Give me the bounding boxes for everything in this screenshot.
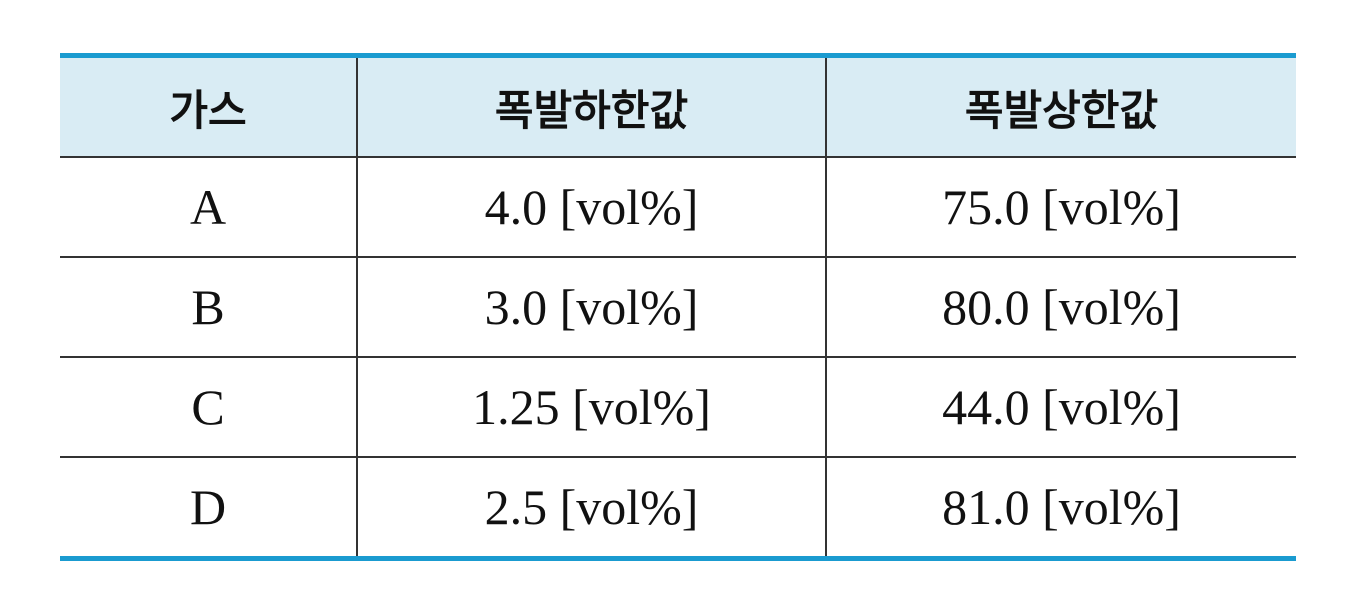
table-cell: C [60, 357, 357, 458]
header-cell: 가스 [60, 55, 357, 158]
table-cell: B [60, 257, 357, 358]
table-cell: A [60, 157, 357, 258]
table-cell: 75.0 [vol%] [825, 157, 1296, 258]
table-row: B 3.0 [vol%] 80.0 [vol%] [60, 257, 1296, 358]
table-cell: 80.0 [vol%] [825, 257, 1296, 358]
header-cell: 폭발상한값 [825, 55, 1296, 158]
table-cell: 4.0 [vol%] [356, 157, 826, 258]
table: 가스 폭발하한값 폭발상한값 A 4.0 [vol%] 75.0 [vol%] B 3.0 … [60, 53, 1296, 561]
table-row: C 1.25 [vol%] 44.0 [vol%] [60, 357, 1296, 458]
table-cell: 44.0 [vol%] [825, 357, 1296, 458]
table-cell: 1.25 [vol%] [356, 357, 826, 458]
header-cell: 폭발하한값 [356, 55, 826, 158]
table-row: A 4.0 [vol%] 75.0 [vol%] [60, 157, 1296, 258]
table-row: D 2.5 [vol%] 81.0 [vol%] [60, 457, 1296, 559]
table-cell: 3.0 [vol%] [356, 257, 826, 358]
table-cell: 2.5 [vol%] [356, 457, 826, 559]
table-body: A 4.0 [vol%] 75.0 [vol%] B 3.0 [vol%] 80.0 [v… [60, 157, 1296, 559]
table-cell: 81.0 [vol%] [825, 457, 1296, 559]
table-cell: D [189, 479, 227, 535]
header-row: 가스 폭발하한값 폭발상한값 [60, 55, 1296, 158]
